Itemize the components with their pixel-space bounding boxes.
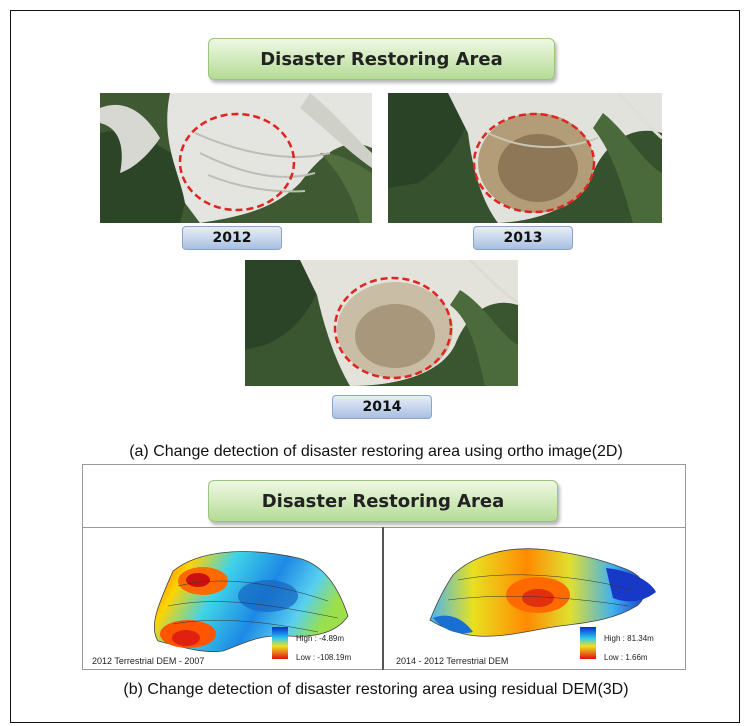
dem-map-2012-2007	[153, 551, 349, 653]
ortho-photo-2014	[245, 260, 518, 386]
legend-colorbar-1	[272, 627, 288, 659]
bottom-banner-title: Disaster Restoring Area	[261, 490, 505, 512]
year-text-2013: 2013	[503, 230, 543, 246]
legend-high-2: High : 81.34m	[604, 634, 654, 643]
ortho-photo-2013	[388, 93, 662, 223]
dem-map-label-2: 2014 - 2012 Terrestrial DEM	[396, 656, 509, 666]
legend-high-1: High : -4.89m	[296, 634, 345, 643]
legend-low-1: Low : -108.19m	[296, 653, 352, 662]
year-label-2012: 2012	[182, 226, 282, 250]
panel-divider-vertical	[382, 527, 384, 670]
legend-low-2: Low : 1.66m	[604, 653, 648, 662]
caption-a: (a) Change detection of disaster restori…	[129, 443, 623, 460]
caption-b: (b) Change detection of disaster restori…	[123, 681, 629, 698]
year-text-2014: 2014	[362, 399, 402, 415]
panel-divider-horizontal	[82, 527, 686, 528]
legend-colorbar-2	[580, 627, 596, 659]
ortho-photo-2012	[100, 93, 372, 223]
year-label-2014: 2014	[332, 395, 432, 419]
dem-map-2014-2012	[429, 548, 656, 637]
year-label-2013: 2013	[473, 226, 573, 250]
top-banner-title: Disaster Restoring Area	[260, 48, 503, 70]
year-text-2012: 2012	[212, 230, 252, 246]
dem-map-label-1: 2012 Terrestrial DEM - 2007	[92, 656, 205, 666]
bottom-banner: Disaster Restoring Area	[208, 480, 558, 522]
top-banner: Disaster Restoring Area	[208, 38, 555, 80]
